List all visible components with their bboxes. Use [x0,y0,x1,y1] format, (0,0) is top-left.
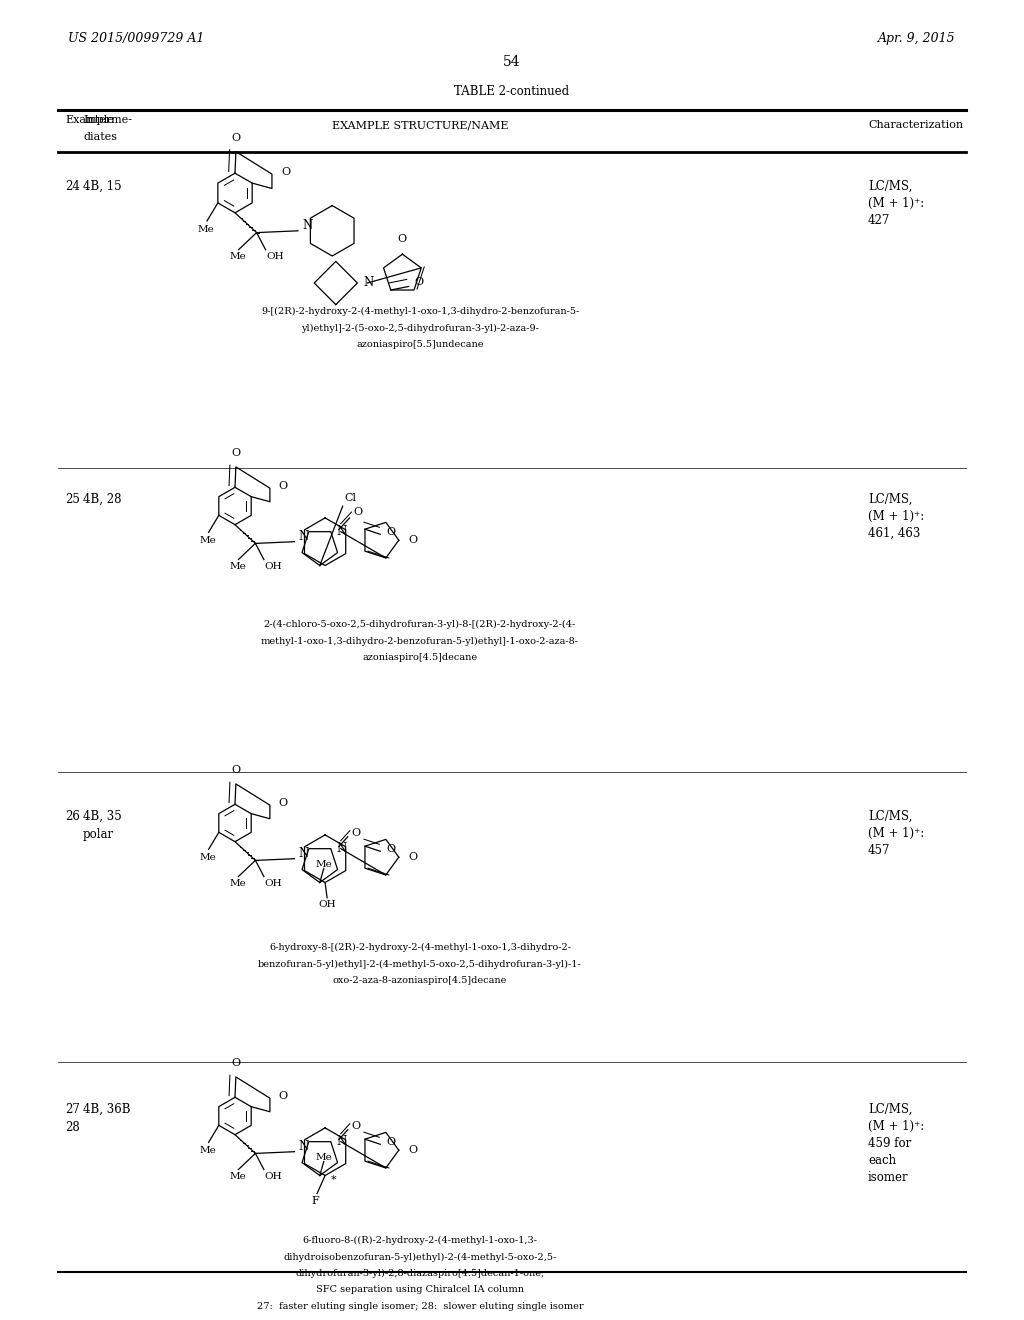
Text: Me: Me [229,252,246,261]
Text: Apr. 9, 2015: Apr. 9, 2015 [879,32,956,45]
Text: O: O [353,507,362,517]
Text: 54: 54 [503,55,521,69]
Text: OH: OH [265,1172,283,1181]
Text: LC/MS,
(M + 1)⁺:
427: LC/MS, (M + 1)⁺: 427 [868,180,925,227]
Text: O: O [231,132,241,143]
Text: Me: Me [198,224,214,234]
Text: Cl: Cl [345,494,356,503]
Text: N: N [337,842,347,855]
Text: Interme-: Interme- [83,115,132,125]
Text: O: O [279,1092,288,1101]
Text: N: N [302,219,312,232]
Text: O: O [409,535,418,545]
Text: OH: OH [318,900,336,909]
Text: EXAMPLE STRUCTURE/NAME: EXAMPLE STRUCTURE/NAME [332,120,508,129]
Text: Me: Me [200,536,216,545]
Text: O: O [398,234,407,244]
Text: O: O [415,277,424,288]
Text: Me: Me [315,1152,332,1162]
Text: O: O [231,766,241,775]
Text: OH: OH [266,252,284,261]
Text: O: O [386,527,395,537]
Text: O: O [352,828,360,838]
Text: yl)ethyl]-2-(5-oxo-2,5-dihydrofuran-3-yl)-2-aza-9-: yl)ethyl]-2-(5-oxo-2,5-dihydrofuran-3-yl… [301,323,539,333]
Text: Me: Me [229,879,246,888]
Text: 6-hydroxy-8-[(2R)-2-hydroxy-2-(4-methyl-1-oxo-1,3-dihydro-2-: 6-hydroxy-8-[(2R)-2-hydroxy-2-(4-methyl-… [269,942,571,952]
Text: O: O [386,1138,395,1147]
Text: LC/MS,
(M + 1)⁺:
461, 463: LC/MS, (M + 1)⁺: 461, 463 [868,492,925,540]
Text: N: N [299,847,309,861]
Text: N: N [337,525,347,539]
Text: dihydrofuran-3-yl)-2,8-diazaspiro[4.5]decan-1-one;: dihydrofuran-3-yl)-2,8-diazaspiro[4.5]de… [295,1269,545,1278]
Text: TABLE 2-continued: TABLE 2-continued [455,84,569,98]
Text: O: O [352,1121,360,1131]
Text: O: O [279,799,288,808]
Text: 9-[(2R)-2-hydroxy-2-(4-methyl-1-oxo-1,3-dihydro-2-benzofuran-5-: 9-[(2R)-2-hydroxy-2-(4-methyl-1-oxo-1,3-… [261,308,580,315]
Text: dihydroisobenzofuran-5-yl)ethyl)-2-(4-methyl-5-oxo-2,5-: dihydroisobenzofuran-5-yl)ethyl)-2-(4-me… [284,1253,557,1262]
Text: 2-(4-chloro-5-oxo-2,5-dihydrofuran-3-yl)-8-[(2R)-2-hydroxy-2-(4-: 2-(4-chloro-5-oxo-2,5-dihydrofuran-3-yl)… [264,620,577,630]
Text: O: O [409,853,418,862]
Text: Me: Me [315,859,332,869]
Text: Me: Me [200,1146,216,1155]
Text: 25: 25 [65,492,80,506]
Text: O: O [409,1146,418,1155]
Text: 27
28: 27 28 [65,1104,80,1134]
Text: O: O [279,482,288,491]
Text: azoniaspiro[4.5]decane: azoniaspiro[4.5]decane [362,653,477,663]
Text: Me: Me [200,853,216,862]
Text: LC/MS,
(M + 1)⁺:
459 for
each
isomer: LC/MS, (M + 1)⁺: 459 for each isomer [868,1104,925,1184]
Text: Me: Me [229,562,246,572]
Text: N: N [299,531,309,544]
Text: 6-fluoro-8-((R)-2-hydroxy-2-(4-methyl-1-oxo-1,3-: 6-fluoro-8-((R)-2-hydroxy-2-(4-methyl-1-… [302,1236,538,1245]
Text: F: F [311,1196,318,1205]
Text: OH: OH [265,879,283,888]
Text: O: O [231,1059,241,1068]
Text: diates: diates [83,132,117,143]
Text: OH: OH [265,562,283,572]
Text: Example: Example [65,115,114,125]
Text: 4B, 36B: 4B, 36B [83,1104,130,1115]
Text: Me: Me [229,1172,246,1181]
Text: SFC separation using Chiralcel IA column: SFC separation using Chiralcel IA column [316,1286,524,1295]
Text: N: N [337,1135,347,1148]
Text: azoniaspiro[5.5]undecane: azoniaspiro[5.5]undecane [356,341,483,348]
Text: 4B, 28: 4B, 28 [83,492,122,506]
Text: O: O [231,449,241,458]
Text: oxo-2-aza-8-azoniaspiro[4.5]decane: oxo-2-aza-8-azoniaspiro[4.5]decane [333,975,507,985]
Text: *: * [331,1175,336,1184]
Text: N: N [299,1140,309,1154]
Text: US 2015/0099729 A1: US 2015/0099729 A1 [68,32,205,45]
Text: 4B, 35
polar: 4B, 35 polar [83,810,122,841]
Text: O: O [386,845,395,854]
Text: methyl-1-oxo-1,3-dihydro-2-benzofuran-5-yl)ethyl]-1-oxo-2-aza-8-: methyl-1-oxo-1,3-dihydro-2-benzofuran-5-… [261,636,579,645]
Text: 26: 26 [65,810,80,822]
Text: 4B, 15: 4B, 15 [83,180,122,193]
Text: benzofuran-5-yl)ethyl]-2-(4-methyl-5-oxo-2,5-dihydrofuran-3-yl)-1-: benzofuran-5-yl)ethyl]-2-(4-methyl-5-oxo… [258,960,582,969]
Text: LC/MS,
(M + 1)⁺:
457: LC/MS, (M + 1)⁺: 457 [868,810,925,857]
Text: O: O [281,168,290,177]
Text: 24: 24 [65,180,80,193]
Text: N: N [364,276,374,289]
Text: Characterization: Characterization [868,120,964,129]
Text: 27:  faster eluting single isomer; 28:  slower eluting single isomer: 27: faster eluting single isomer; 28: sl… [257,1302,584,1311]
